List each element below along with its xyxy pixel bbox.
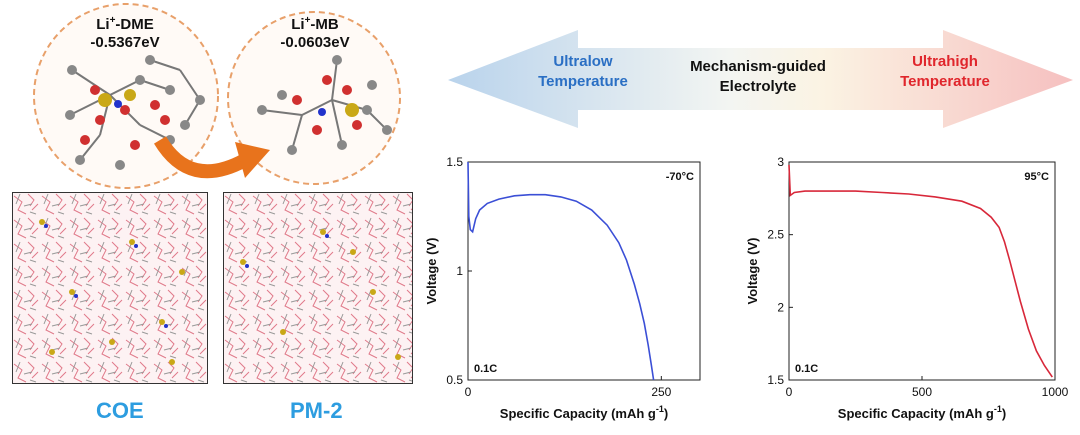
low-temperature-voltage-chart: 0.5 1 1.5 0 250 -70°C 0.1C Voltage (V) Specific …: [424, 155, 701, 421]
rate-annotation: 0.1C: [795, 363, 818, 375]
ultrahigh-line1: Ultrahigh: [912, 53, 978, 70]
mechanism-guided-electrolyte-label: Mechanism-guided Electrolyte: [668, 57, 848, 97]
y-tick-label: 3: [777, 155, 784, 169]
li-dme-cluster-graphic: [65, 55, 205, 170]
rate-annotation: 0.1C: [474, 363, 497, 375]
temperature-annotation: -70°C: [666, 171, 694, 183]
ultralow-line1: Ultralow: [553, 53, 613, 70]
y-tick-label: 1.5: [767, 373, 784, 387]
y-tick-label: 2: [777, 300, 784, 314]
center-line1: Mechanism-guided: [690, 58, 826, 75]
li-dme-molecule-panel: [33, 3, 219, 189]
x-tick-label: 0: [465, 385, 472, 399]
x-tick-label: 0: [786, 385, 793, 399]
transition-arrow-icon: [153, 136, 270, 179]
li-mb-molecule-panel: [227, 11, 401, 185]
y-tick-label: 2.5: [767, 228, 784, 242]
x-tick-label: 1000: [1042, 385, 1069, 399]
coe-label: COE: [96, 398, 144, 423]
li-mb-title: Li+-MB -0.0603eV: [280, 15, 350, 51]
y-axis-title: Voltage (V): [424, 238, 439, 305]
x-axis-title: Specific Capacity (mAh g-1): [838, 404, 1006, 421]
coe-simulation-box: [12, 192, 208, 384]
pm2-simulation-box: [223, 192, 413, 384]
ultralow-temperature-label: Ultralow Temperature: [528, 52, 638, 92]
voltage-curve: [467, 161, 655, 381]
plot-frame: [467, 161, 701, 381]
x-tick-label: 500: [912, 385, 932, 399]
x-axis-title: Specific Capacity (mAh g-1): [500, 404, 668, 421]
y-tick-label: 0.5: [446, 373, 463, 387]
y-tick-label: 1.5: [446, 155, 463, 169]
temperature-range-arrow: [448, 30, 1073, 128]
li-mb-cluster-graphic: [257, 55, 392, 155]
pm2-label: PM-2: [290, 398, 343, 423]
y-axis-title: Voltage (V): [745, 238, 760, 305]
ultralow-line2: Temperature: [538, 73, 628, 90]
ultrahigh-temperature-label: Ultrahigh Temperature: [885, 52, 1005, 92]
ultrahigh-line2: Temperature: [900, 73, 990, 90]
center-line2: Electrolyte: [719, 78, 797, 95]
high-temperature-voltage-chart: 1.5 2 2.5 3 0 500 1000 95°C 0.1C Voltage (V) Speci…: [745, 155, 1069, 421]
x-tick-label: 250: [651, 385, 671, 399]
li-dme-title: Li+-DME -0.5367eV: [90, 15, 160, 51]
y-tick-label: 1: [456, 264, 463, 278]
temperature-annotation: 95°C: [1024, 171, 1049, 183]
voltage-curve: [788, 164, 1053, 378]
